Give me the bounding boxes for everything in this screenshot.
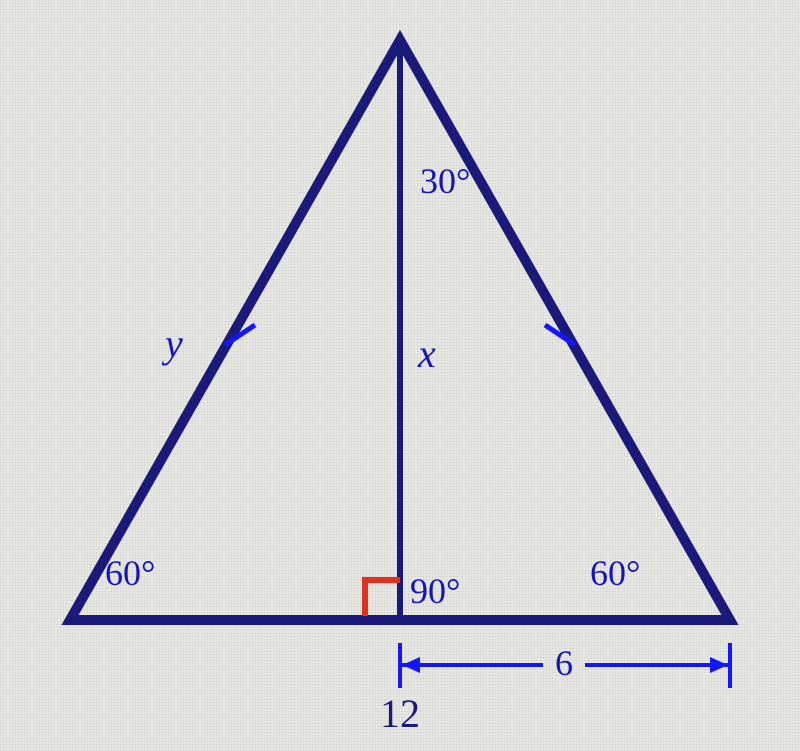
angle-60-left-label: 60° — [105, 552, 155, 594]
half-base-label: 6 — [555, 642, 573, 684]
angle-60-right-label: 60° — [590, 552, 640, 594]
angle-90-label: 90° — [410, 570, 460, 612]
angle-30-label: 30° — [420, 160, 470, 202]
full-base-label: 12 — [380, 690, 420, 737]
dimension-arrow-left — [402, 657, 420, 673]
dimension-arrow-right — [710, 657, 728, 673]
side-y-label: y — [165, 320, 183, 367]
right-angle-marker — [365, 580, 400, 616]
diagram-container: 30° 90° 60° 60° y x 6 12 — [0, 0, 800, 751]
altitude-x-label: x — [418, 330, 436, 377]
triangle-svg — [0, 0, 800, 751]
